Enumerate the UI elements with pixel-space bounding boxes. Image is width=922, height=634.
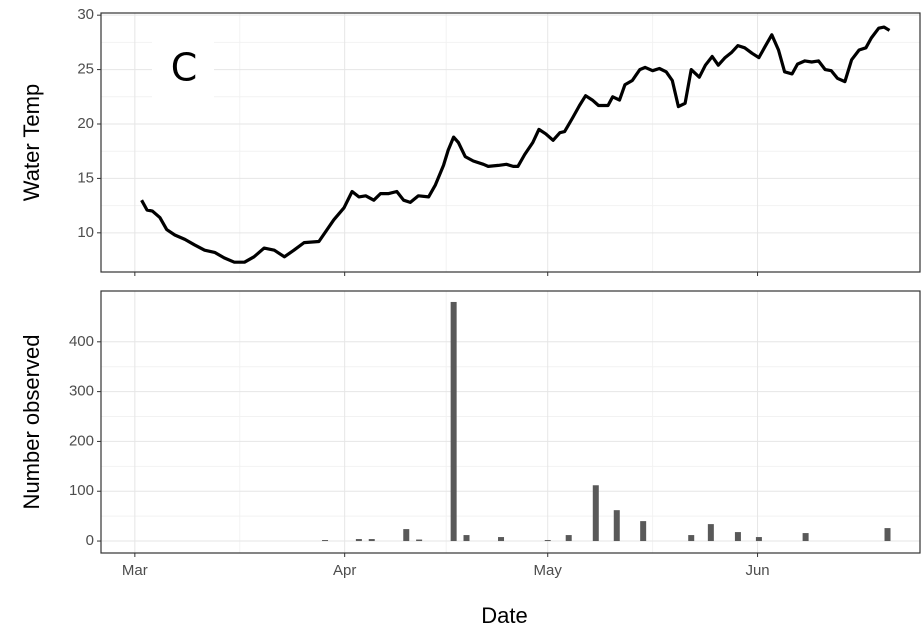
annotation-box <box>152 38 214 100</box>
y-axis-title: Number observed <box>19 335 44 510</box>
bar <box>592 485 599 542</box>
bar <box>544 540 551 542</box>
panel-border <box>100 12 921 273</box>
y-tick-label: 30 <box>77 6 94 23</box>
bar <box>450 301 457 542</box>
bar <box>884 528 891 542</box>
x-tick-label: May <box>534 562 563 579</box>
bar <box>613 510 620 542</box>
x-axis-title: Date <box>481 603 527 628</box>
panel-border <box>100 290 921 554</box>
bar <box>707 524 714 542</box>
y-axis-title: Water Temp <box>19 84 44 201</box>
bar <box>640 521 647 542</box>
y-tick-label: 25 <box>77 61 94 78</box>
bar <box>755 537 762 542</box>
y-tick-label: 10 <box>77 224 94 241</box>
x-tick-label: Mar <box>122 562 148 579</box>
line <box>140 25 891 264</box>
y-tick-label: 100 <box>69 482 94 499</box>
y-tick-label: 300 <box>69 383 94 400</box>
bar <box>403 529 410 542</box>
y-tick-label: 20 <box>77 115 94 132</box>
bar <box>802 533 809 542</box>
y-tick-label: 0 <box>86 532 94 549</box>
y-tick-label: 400 <box>69 333 94 350</box>
x-tick-label: Jun <box>745 562 769 579</box>
bar <box>463 535 470 542</box>
bar <box>734 532 741 542</box>
bar <box>368 539 375 542</box>
bar <box>322 540 329 542</box>
x-tick-label: Apr <box>333 562 356 579</box>
annotation: C <box>171 46 198 90</box>
y-tick-label: 200 <box>69 432 94 449</box>
bar <box>565 535 572 542</box>
bar <box>355 539 362 542</box>
y-tick-label: 15 <box>77 169 94 186</box>
bar <box>688 535 695 542</box>
bar <box>498 537 505 542</box>
bar <box>416 539 423 542</box>
